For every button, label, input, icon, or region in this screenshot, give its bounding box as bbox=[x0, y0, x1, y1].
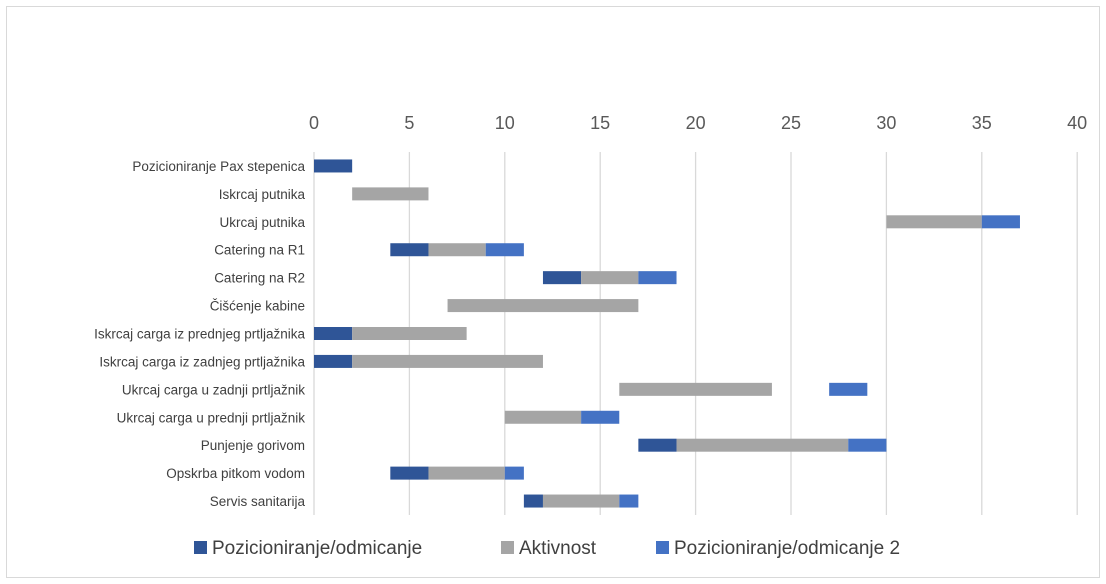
category-label: Iskrcaj carga iz prednjeg prtljažnika bbox=[94, 327, 305, 342]
bar-positioning-2 bbox=[485, 243, 524, 257]
category-label: Pozicioniranje Pax stepenica bbox=[132, 159, 305, 174]
bar-positioning-2 bbox=[981, 215, 1020, 229]
bar-activity bbox=[447, 299, 639, 313]
legend: Pozicioniranje/odmicanje Aktivnost Pozicio… bbox=[194, 538, 900, 559]
bar-positioning bbox=[523, 494, 543, 508]
category-label: Catering na R2 bbox=[214, 271, 305, 286]
bar-positioning-2 bbox=[848, 438, 887, 452]
gridlines bbox=[313, 152, 1078, 515]
category-labels: Pozicioniranje Pax stepenica Iskrcaj putn… bbox=[94, 159, 305, 509]
x-tick-label: 35 bbox=[972, 113, 992, 133]
x-tick-label: 20 bbox=[686, 113, 706, 133]
category-label: Ukrcaj carga u prednji prtljažnik bbox=[117, 410, 306, 425]
bar-activity bbox=[886, 215, 982, 229]
category-label: Servis sanitarija bbox=[210, 494, 306, 509]
bar-positioning bbox=[314, 327, 353, 340]
bar-positioning bbox=[542, 271, 582, 285]
bar-positioning-2 bbox=[619, 494, 639, 508]
x-tick-label: 40 bbox=[1067, 113, 1087, 133]
x-tick-label: 30 bbox=[876, 113, 896, 133]
category-label: Čišćenje kabine bbox=[210, 299, 305, 314]
category-label: Iskrcaj carga iz zadnjeg prtljažnika bbox=[99, 354, 305, 369]
bar-activity bbox=[581, 271, 639, 285]
bar-activity bbox=[428, 466, 505, 480]
category-label: Ukrcaj carga u zadnji prtljažnik bbox=[122, 382, 305, 397]
legend-label: Aktivnost bbox=[519, 538, 597, 559]
bar-activity bbox=[352, 187, 429, 201]
bar-activity bbox=[619, 382, 772, 396]
legend-swatch bbox=[501, 541, 514, 554]
category-label: Ukrcaj putnika bbox=[219, 215, 305, 230]
chart-frame bbox=[6, 6, 1100, 578]
x-tick-label: 15 bbox=[590, 113, 610, 133]
bar-activity bbox=[352, 327, 467, 340]
x-tick-label: 25 bbox=[781, 113, 801, 133]
bar-positioning bbox=[314, 159, 353, 173]
legend-swatch bbox=[194, 541, 207, 554]
bar-positioning bbox=[390, 243, 429, 257]
category-label: Punjenje gorivom bbox=[201, 438, 305, 453]
category-label: Iskrcaj putnika bbox=[219, 187, 306, 202]
bar-positioning-2 bbox=[829, 382, 868, 396]
bar-positioning-2 bbox=[638, 271, 677, 285]
bar-positioning bbox=[638, 438, 677, 452]
bar-positioning bbox=[314, 354, 353, 368]
category-label: Opskrba pitkom vodom bbox=[166, 466, 305, 481]
bar-activity bbox=[352, 354, 543, 368]
bar-activity bbox=[504, 410, 582, 424]
bar-positioning-2 bbox=[504, 466, 524, 480]
bar-activity bbox=[542, 494, 620, 508]
legend-label: Pozicioniranje/odmicanje bbox=[212, 538, 422, 559]
bar-positioning-2 bbox=[581, 410, 620, 424]
bar-activity bbox=[428, 243, 486, 257]
legend-swatch bbox=[656, 541, 669, 554]
bar-activity bbox=[676, 438, 849, 452]
x-tick-label: 10 bbox=[495, 113, 515, 133]
x-tick-label: 5 bbox=[404, 113, 414, 133]
bars bbox=[314, 159, 1020, 508]
bar-positioning bbox=[390, 466, 429, 480]
category-label: Catering na R1 bbox=[214, 243, 305, 258]
x-axis-tick-labels: 0 5 10 15 20 25 30 35 40 bbox=[309, 113, 1087, 133]
x-tick-label: 0 bbox=[309, 113, 319, 133]
legend-label: Pozicioniranje/odmicanje 2 bbox=[674, 538, 900, 559]
